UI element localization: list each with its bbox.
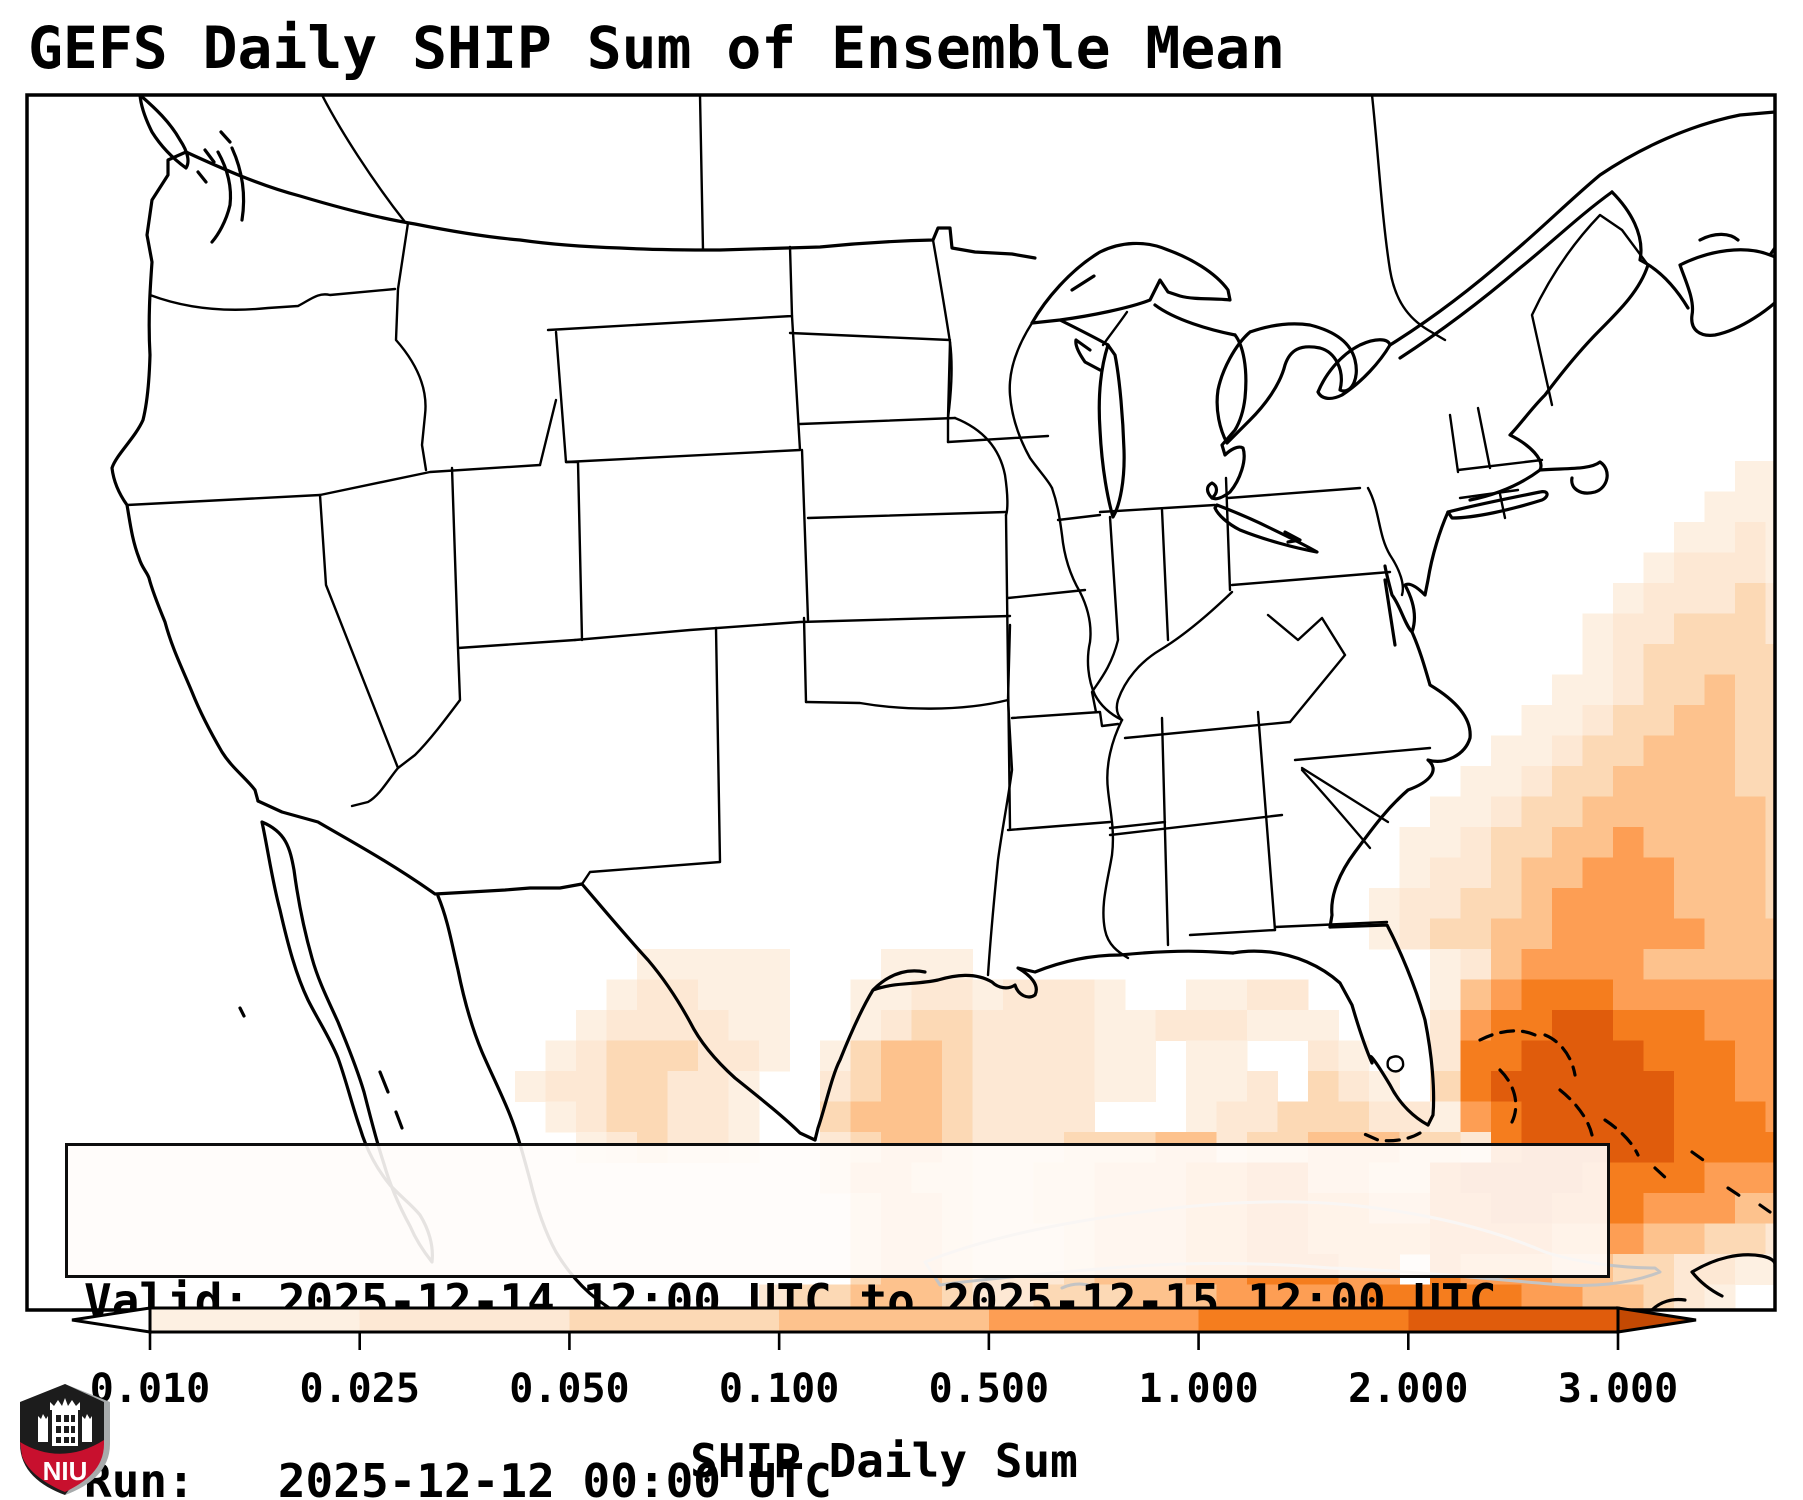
florida-atlantic-coast — [1328, 923, 1436, 1127]
oh-pa-border — [1224, 476, 1232, 592]
prince-edward-island — [1698, 232, 1740, 242]
mi-south-border — [1098, 503, 1217, 514]
run-time-text: Run: 2025-12-12 00:00 UTC — [84, 1454, 832, 1500]
mid-atlantic-coast — [1328, 510, 1472, 929]
al-ga-border — [1256, 710, 1277, 932]
bahamas-islands — [1478, 1029, 1772, 1214]
nc-sc-border — [1300, 766, 1390, 824]
maine-coast — [1468, 263, 1650, 502]
colorbar-tick-label: 0.025 — [299, 1366, 420, 1412]
wyoming-borders — [538, 314, 802, 467]
nd-sd-border — [788, 331, 952, 342]
sd-ne-border — [798, 416, 957, 426]
long-island — [1446, 490, 1549, 520]
wi-mi-border — [1101, 310, 1129, 347]
or-ca-nv-border-42n — [125, 463, 542, 507]
mississippi-river-upper — [1050, 486, 1124, 722]
lake-superior — [1030, 241, 1232, 325]
nova-scotia-coast — [1678, 245, 1775, 337]
ok-ar-border — [1006, 623, 1012, 702]
colorbar-outline — [148, 1306, 1620, 1334]
colorbar-tick-label: 2.000 — [1348, 1366, 1469, 1412]
in-oh-border — [1160, 508, 1170, 642]
page-title: GEFS Daily SHIP Sum of Ensemble Mean — [28, 14, 1286, 82]
colorbar-under-arrow — [71, 1306, 152, 1334]
mississippi-river-lower — [1102, 718, 1130, 960]
il-in-border — [1090, 515, 1120, 714]
colorbar-tick-label: 0.050 — [509, 1366, 630, 1412]
colorbar-axis-label: SHIP Daily Sum — [690, 1434, 1078, 1488]
tx-panhandle-borders — [580, 616, 808, 886]
upper-peninsula-shore — [1058, 303, 1237, 347]
al-fl-border — [1188, 928, 1277, 937]
mn-wi-border — [1008, 321, 1054, 490]
us-canada-border — [184, 150, 1037, 260]
pa-south-border — [1230, 570, 1392, 587]
wa-or-border — [148, 287, 397, 311]
niu-castle-icon — [38, 1398, 92, 1446]
northeast-small-states — [1448, 406, 1544, 520]
pa-north-border — [1226, 486, 1362, 500]
colorbar-tick-label: 1.000 — [1138, 1366, 1259, 1412]
ohio-river — [1115, 590, 1234, 722]
ut-co-border — [576, 460, 584, 642]
red-river-border — [804, 698, 1010, 710]
colorbar-tick-label: 0.100 — [718, 1366, 840, 1412]
lake-okeechobee — [1386, 1055, 1405, 1073]
michigan-east-shore — [1210, 333, 1248, 501]
colorbar-segments — [150, 1308, 1619, 1332]
sask-manitoba-border — [698, 95, 705, 252]
gulf-coast — [813, 949, 1235, 1142]
niu-shield-red-band — [20, 1440, 104, 1492]
us-mexico-border — [256, 799, 817, 1142]
colorbar — [71, 1306, 1697, 1350]
st-lawrence-river — [1388, 110, 1775, 360]
ia-ne-missouri-river — [953, 416, 1009, 517]
colorbar-tick-label: 0.500 — [928, 1366, 1050, 1412]
la-ms-border — [1108, 820, 1167, 830]
florida-keys — [1360, 1131, 1422, 1143]
va-nc-border — [1293, 746, 1432, 762]
ontario-quebec-border — [1370, 95, 1447, 342]
mt-nd-border — [788, 245, 794, 318]
37n-border — [573, 614, 1012, 642]
ne-ks-border — [806, 510, 1008, 520]
bc-alberta-border — [320, 95, 407, 224]
appalachian-borders — [1266, 613, 1347, 724]
lake-huron — [1215, 322, 1358, 445]
tn-ms-al-border — [1108, 813, 1284, 837]
mn-ia-border — [946, 434, 1050, 444]
nv-ut-az-border — [396, 466, 577, 770]
pacific-coast — [110, 150, 260, 803]
colorbar-over-arrow — [1616, 1306, 1697, 1334]
vancouver-island-coast — [138, 95, 190, 170]
ar-la-border — [1006, 820, 1112, 832]
lake-michigan — [1074, 338, 1126, 519]
nj-delaware-river — [1366, 486, 1404, 597]
tx-la-border — [986, 698, 1014, 977]
ga-sc-border — [1300, 768, 1372, 850]
ky-tn-border — [1123, 720, 1292, 740]
wi-il-border — [1056, 513, 1102, 522]
colorbar-ticks — [148, 1332, 1620, 1350]
ms-al-border — [1160, 716, 1170, 947]
gulf-of-california-islands — [238, 1006, 404, 1130]
puget-sound-coast — [196, 130, 246, 244]
niu-logo: NIU — [20, 1384, 110, 1495]
colorbar-tick-label: 3.000 — [1557, 1366, 1679, 1412]
ga-fl-border — [1273, 920, 1389, 929]
co-borders — [564, 448, 810, 622]
ia-mo-border — [1006, 588, 1087, 600]
niu-logo-text: NIU — [43, 1456, 88, 1486]
florida-gulf-coast — [1231, 949, 1430, 1127]
mo-ar-border — [1010, 710, 1120, 728]
ne-east-vertical — [946, 340, 952, 420]
forecast-info-box: Valid: 2025-12-14 12:00 UTC to 2025-12-1… — [65, 1143, 1610, 1500]
new-brunswick-coast — [1610, 190, 1690, 310]
wa-id-border — [394, 221, 428, 472]
